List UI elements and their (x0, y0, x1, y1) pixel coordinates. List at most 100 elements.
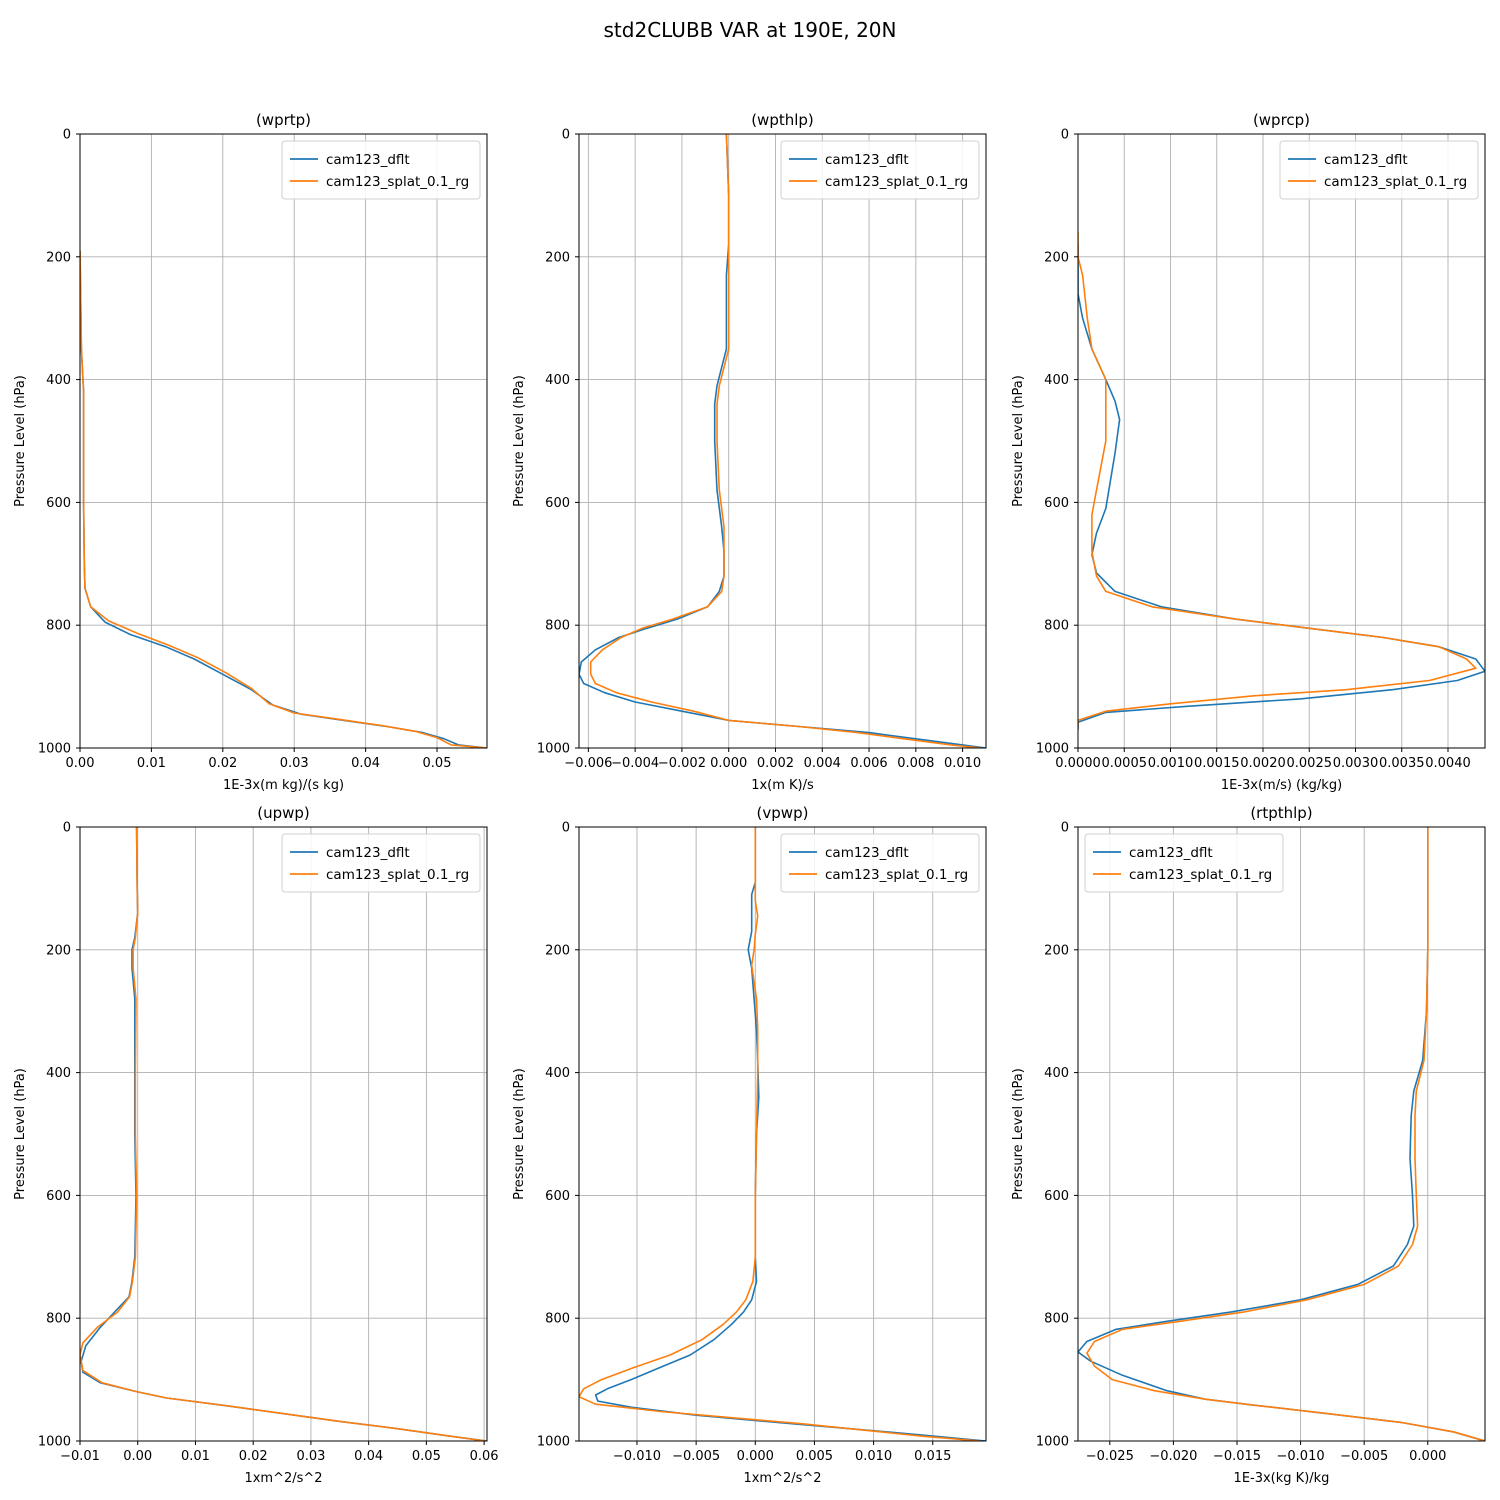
x-tick-label: 0.010 (855, 1449, 892, 1464)
legend-label: cam123_splat_0.1_rg (326, 867, 469, 883)
axes-frame (1077, 133, 1486, 749)
x-tick-label: 0.0025 (1287, 756, 1333, 771)
x-tick-label: 0.000 (1409, 1449, 1446, 1464)
x-tick-label: −0.005 (672, 1449, 720, 1464)
y-tick-label: 800 (545, 619, 570, 634)
y-axis-label: Pressure Level (hPa) (512, 1068, 527, 1200)
x-axis-label: 1xm^2/s^2 (743, 1471, 821, 1486)
legend: cam123_dflt cam123_splat_0.1_rg (1084, 833, 1284, 893)
y-tick-label: 400 (545, 1066, 570, 1081)
x-tick-label: −0.010 (613, 1449, 661, 1464)
x-tick-label: 0.0015 (1194, 756, 1240, 771)
y-tick-label: 0 (63, 128, 71, 143)
legend-label: cam123_dflt (825, 845, 909, 861)
y-tick-label: 600 (46, 496, 71, 511)
figure-title: std2CLUBB VAR at 190E, 20N (604, 18, 897, 42)
series-line-cam123_splat_0.1_rg (1086, 827, 1485, 1441)
x-tick-label: 0.008 (897, 756, 934, 771)
legend-label: cam123_dflt (1324, 152, 1408, 168)
y-tick-label: 1000 (537, 1435, 570, 1450)
legend-label: cam123_splat_0.1_rg (1324, 174, 1467, 190)
y-tick-label: 0 (562, 821, 570, 836)
y-tick-label: 1000 (38, 1435, 71, 1450)
x-tick-label: 0.00 (66, 756, 95, 771)
y-tick-label: 200 (1044, 943, 1069, 958)
y-tick-label: 400 (1044, 1066, 1069, 1081)
x-tick-label: 0.0005 (1102, 756, 1148, 771)
panel-vpwp: −0.010 −0.005 0.000 0.005 0.010 0.015 0 200 400 6… (512, 804, 987, 1486)
x-tick-label: 0.005 (796, 1449, 833, 1464)
panel-wpthlp: −0.006−0.004−0.002 0.000 0.002 0.004 0.006 0.… (512, 111, 987, 793)
y-tick-label: 600 (1044, 1189, 1069, 1204)
legend-label: cam123_splat_0.1_rg (825, 867, 968, 883)
legend-box (780, 140, 980, 200)
series-line-cam123_dflt (579, 134, 986, 748)
y-tick-label: 800 (545, 1312, 570, 1327)
y-tick-label: 200 (46, 250, 71, 265)
legend-label: cam123_splat_0.1_rg (825, 174, 968, 190)
y-tick-label: 400 (46, 373, 71, 388)
y-tick-label: 1000 (38, 742, 71, 757)
legend: cam123_dflt cam123_splat_0.1_rg (281, 140, 481, 200)
x-axis-label: 1xm^2/s^2 (244, 1471, 322, 1486)
axes-frame (79, 133, 488, 749)
y-tick-label: 600 (1044, 496, 1069, 511)
y-tick-label: 0 (63, 821, 71, 836)
y-tick-label: 800 (46, 1312, 71, 1327)
x-tick-label: 0.004 (804, 756, 841, 771)
x-tick-label: 0.006 (850, 756, 887, 771)
y-axis-label: Pressure Level (hPa) (13, 375, 28, 507)
legend-label: cam123_dflt (1129, 845, 1213, 861)
x-tick-label: −0.01 (60, 1449, 100, 1464)
panel-title: (wpthlp) (751, 111, 814, 129)
x-tick-label: 0.06 (470, 1449, 499, 1464)
series-line-cam123_dflt (80, 250, 487, 748)
legend-label: cam123_dflt (326, 152, 410, 168)
y-tick-label: 0 (562, 128, 570, 143)
x-tick-label: 0.0040 (1425, 756, 1471, 771)
x-tick-label: −0.020 (1149, 1449, 1197, 1464)
x-tick-label: 0.015 (914, 1449, 951, 1464)
panel-wprtp: 0.00 0.01 0.02 0.03 0.04 0.05 0 200 400 600 800 100… (13, 111, 488, 793)
y-tick-label: 400 (545, 373, 570, 388)
panel-title: (upwp) (257, 804, 310, 822)
y-axis-label: Pressure Level (hPa) (13, 1068, 28, 1200)
x-tick-label: 0.0000 (1055, 756, 1101, 771)
y-tick-label: 600 (545, 1189, 570, 1204)
x-tick-label: −0.005 (1340, 1449, 1388, 1464)
y-tick-label: 1000 (1036, 742, 1069, 757)
legend-box (281, 833, 481, 893)
y-tick-label: 200 (545, 250, 570, 265)
y-tick-label: 800 (1044, 1312, 1069, 1327)
axes-frame (578, 826, 987, 1442)
panel-title: (wprcp) (1253, 111, 1310, 129)
panel-title: (vpwp) (757, 804, 809, 822)
x-tick-label: 0.0010 (1148, 756, 1194, 771)
legend: cam123_dflt cam123_splat_0.1_rg (1279, 140, 1479, 200)
y-tick-label: 1000 (537, 742, 570, 757)
legend-label: cam123_splat_0.1_rg (1129, 867, 1272, 883)
axes-frame (578, 133, 987, 749)
x-tick-label: 0.05 (423, 756, 452, 771)
x-tick-label: 0.0020 (1240, 756, 1286, 771)
series-line-cam123_splat_0.1_rg (579, 827, 981, 1441)
legend-box (1084, 833, 1284, 893)
x-tick-label: −0.015 (1213, 1449, 1261, 1464)
series-line-cam123_splat_0.1_rg (1078, 232, 1477, 727)
y-axis-label: Pressure Level (hPa) (1011, 1068, 1026, 1200)
panel-title: (wprtp) (256, 111, 311, 129)
x-tick-label: 0.000 (737, 1449, 774, 1464)
legend-label: cam123_dflt (326, 845, 410, 861)
x-tick-label: 0.00 (123, 1449, 152, 1464)
x-axis-label: 1E-3x(kg K)/kg (1234, 1471, 1330, 1486)
panel-title: (rtpthlp) (1250, 804, 1312, 822)
x-tick-label: 0.000 (710, 756, 747, 771)
series-line-cam123_dflt (1078, 244, 1485, 730)
series-line-cam123_splat_0.1_rg (80, 827, 486, 1441)
panel-wprcp: 0.0000 0.0005 0.0010 0.0015 0.0020 0.0025 0.00… (1011, 111, 1486, 793)
y-tick-label: 200 (545, 943, 570, 958)
series-line-cam123_dflt (1078, 827, 1485, 1441)
x-tick-label: 0.002 (757, 756, 794, 771)
legend-label: cam123_dflt (825, 152, 909, 168)
